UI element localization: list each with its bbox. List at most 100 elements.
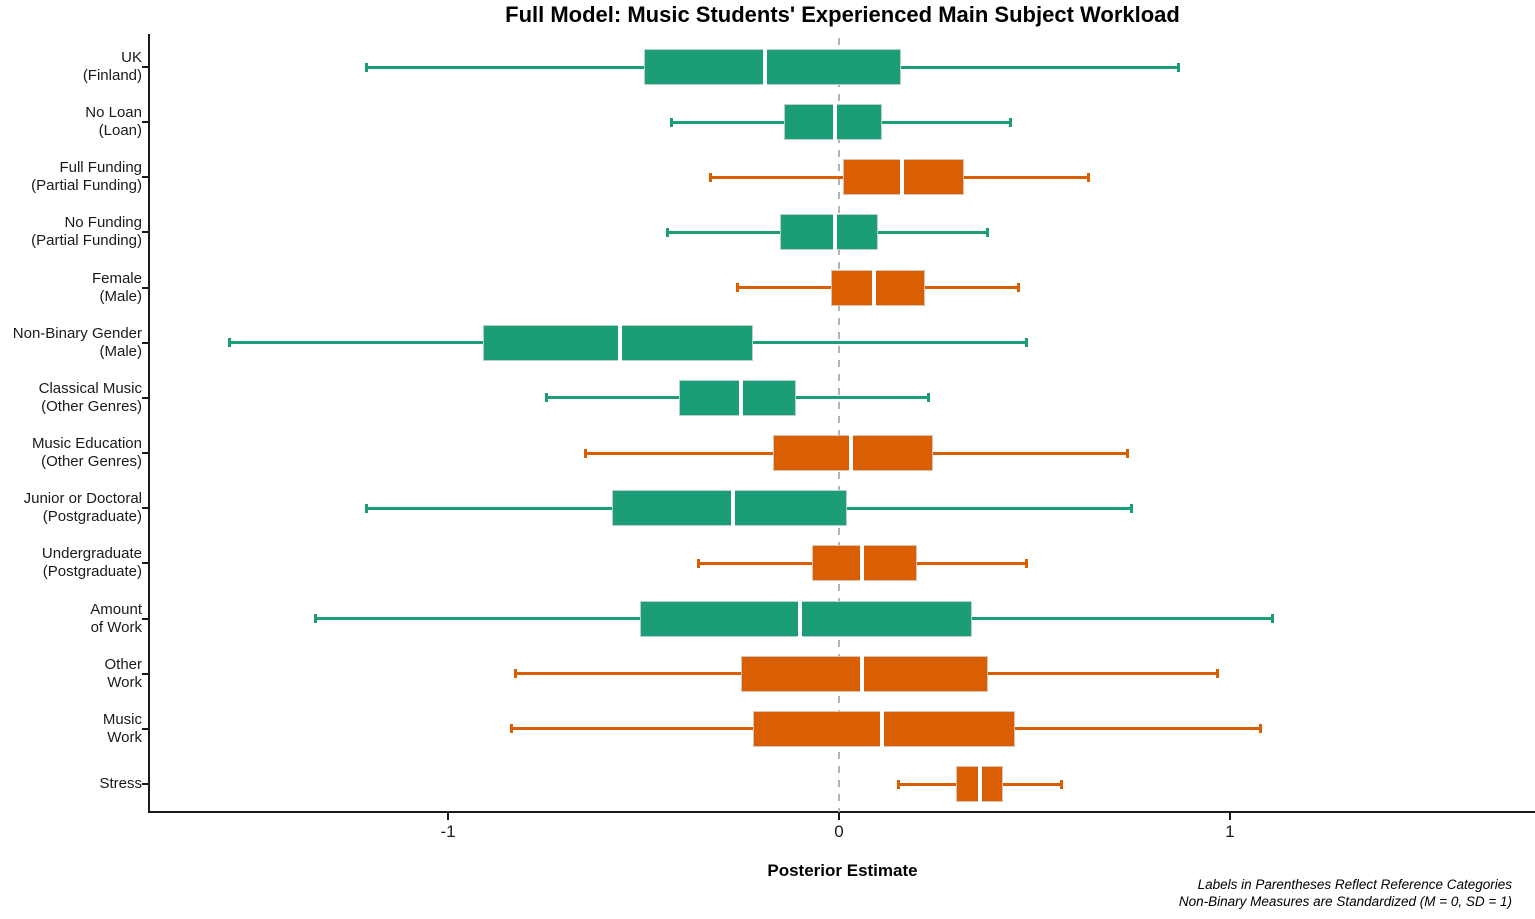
whisker-cap-low xyxy=(708,172,712,182)
whisker-cap-low xyxy=(736,283,740,293)
whisker-cap-low xyxy=(513,669,517,679)
chart-title: Full Model: Music Students' Experienced … xyxy=(505,2,1180,27)
y-axis-label-line: (Loan) xyxy=(98,122,142,140)
whisker-cap-high xyxy=(926,393,930,403)
y-axis-label-line: (Postgraduate) xyxy=(42,508,142,526)
y-axis-label: No Funding (Partial Funding) xyxy=(0,214,142,250)
y-axis-label-line: Female xyxy=(91,269,142,287)
x-axis-tick xyxy=(837,813,840,820)
y-axis-label: No Loan (Loan) xyxy=(0,104,142,140)
whisker-cap-high xyxy=(1259,724,1263,734)
whisker-cap-high xyxy=(1216,669,1220,679)
median-line xyxy=(860,545,865,582)
y-axis-tick xyxy=(142,617,149,620)
whisker-cap-high xyxy=(1016,283,1020,293)
y-axis-label: Non-Binary Gender (Male) xyxy=(0,325,142,361)
median-line xyxy=(860,655,865,692)
y-axis-label-line: Music xyxy=(102,710,142,728)
median-line xyxy=(618,324,623,361)
y-axis-label: Music Work xyxy=(0,711,142,747)
y-axis-label: Classical Music (Other Genres) xyxy=(0,380,142,416)
y-axis-label-line: Work xyxy=(107,728,142,746)
y-axis-label-line: (Other Genres) xyxy=(41,453,142,471)
y-axis-tick xyxy=(142,176,149,179)
y-axis-label: Amount of Work xyxy=(0,601,142,637)
y-axis-label-line: Junior or Doctoral xyxy=(23,490,142,508)
y-axis-label-line: Full Funding xyxy=(59,159,142,177)
y-axis-label-line: Classical Music xyxy=(38,379,142,397)
y-axis-label-line: Music Education xyxy=(31,435,142,453)
y-axis-label-line: Non-Binary Gender xyxy=(12,324,142,342)
y-axis-label-line: Work xyxy=(107,673,142,691)
whisker-cap-low xyxy=(697,558,701,568)
x-axis-tick-label: -1 xyxy=(440,822,456,841)
whisker-cap-high xyxy=(985,227,989,237)
x-axis-line xyxy=(148,811,1535,813)
y-axis-label: Junior or Doctoral (Postgraduate) xyxy=(0,490,142,526)
y-axis-tick xyxy=(142,727,149,730)
iqr-box xyxy=(612,490,847,527)
x-axis-tick-label: 0 xyxy=(834,822,844,841)
iqr-box xyxy=(678,379,796,416)
y-axis-label: Female (Male) xyxy=(0,270,142,306)
y-axis-tick xyxy=(142,562,149,565)
y-axis-label-line: UK xyxy=(121,49,142,66)
y-axis-line xyxy=(148,34,150,813)
whisker-cap-low xyxy=(364,503,368,513)
y-axis-tick xyxy=(142,783,149,785)
y-axis-label: Full Funding (Partial Funding) xyxy=(0,159,142,195)
y-axis-label-line: Amount xyxy=(90,600,142,618)
whisker-cap-high xyxy=(1270,614,1274,624)
x-axis-tick xyxy=(1228,813,1231,820)
zero-reference-line xyxy=(837,38,840,812)
y-axis-label-line: (Postgraduate) xyxy=(42,563,142,581)
whisker-cap-low xyxy=(669,117,673,127)
y-axis-label: Undergraduate (Postgraduate) xyxy=(0,545,142,581)
y-axis-label-line: (Male) xyxy=(99,342,142,360)
caption-line-1: Labels in Parentheses Reflect Reference … xyxy=(1197,877,1512,892)
whisker-cap-low xyxy=(314,614,318,624)
caption-line-2: Non-Binary Measures are Standardized (M … xyxy=(1178,894,1512,909)
y-axis-tick xyxy=(142,231,149,234)
median-line xyxy=(977,766,982,802)
y-axis-label: Music Education (Other Genres) xyxy=(0,435,142,471)
y-axis-label-line: (Finland) xyxy=(82,67,142,84)
whisker-cap-low xyxy=(509,724,513,734)
median-line xyxy=(833,214,838,251)
y-axis-tick xyxy=(142,672,149,675)
whisker-cap-high xyxy=(1024,338,1028,348)
whisker-cap-high xyxy=(1130,503,1134,513)
y-axis-label-line: (Partial Funding) xyxy=(31,177,142,195)
y-axis-tick xyxy=(142,396,149,399)
whisker-cap-high xyxy=(1126,448,1130,458)
y-axis-tick xyxy=(142,507,149,510)
y-axis-label-line: (Male) xyxy=(99,287,142,305)
y-axis-tick xyxy=(142,452,149,455)
y-axis-label-line: No Loan xyxy=(85,104,142,122)
median-line xyxy=(739,379,744,416)
y-axis-label-line: No Funding xyxy=(64,214,142,232)
median-line xyxy=(762,49,767,85)
whisker-cap-low xyxy=(228,338,232,348)
y-axis-tick xyxy=(142,286,149,289)
x-axis-title: Posterior Estimate xyxy=(767,861,918,880)
figure-caption: Labels in Parentheses Reflect Reference … xyxy=(1179,876,1512,910)
median-line xyxy=(879,710,884,747)
y-axis-label-line: Other xyxy=(104,655,142,673)
median-line xyxy=(899,159,904,196)
iqr-box xyxy=(780,214,879,251)
whisker-cap-high xyxy=(1024,558,1028,568)
whisker-cap-high xyxy=(1059,779,1063,789)
iqr-box xyxy=(639,600,972,637)
y-axis-label: Other Work xyxy=(0,656,142,692)
median-line xyxy=(833,104,838,141)
median-line xyxy=(797,600,802,637)
y-axis-tick xyxy=(142,341,149,344)
median-line xyxy=(731,490,736,527)
y-axis-label: Stress xyxy=(0,775,142,793)
whisker-cap-low xyxy=(896,779,900,789)
y-axis-tick xyxy=(142,121,149,124)
whisker-cap-low xyxy=(665,227,669,237)
y-axis-label: UK (Finland) xyxy=(0,49,142,85)
